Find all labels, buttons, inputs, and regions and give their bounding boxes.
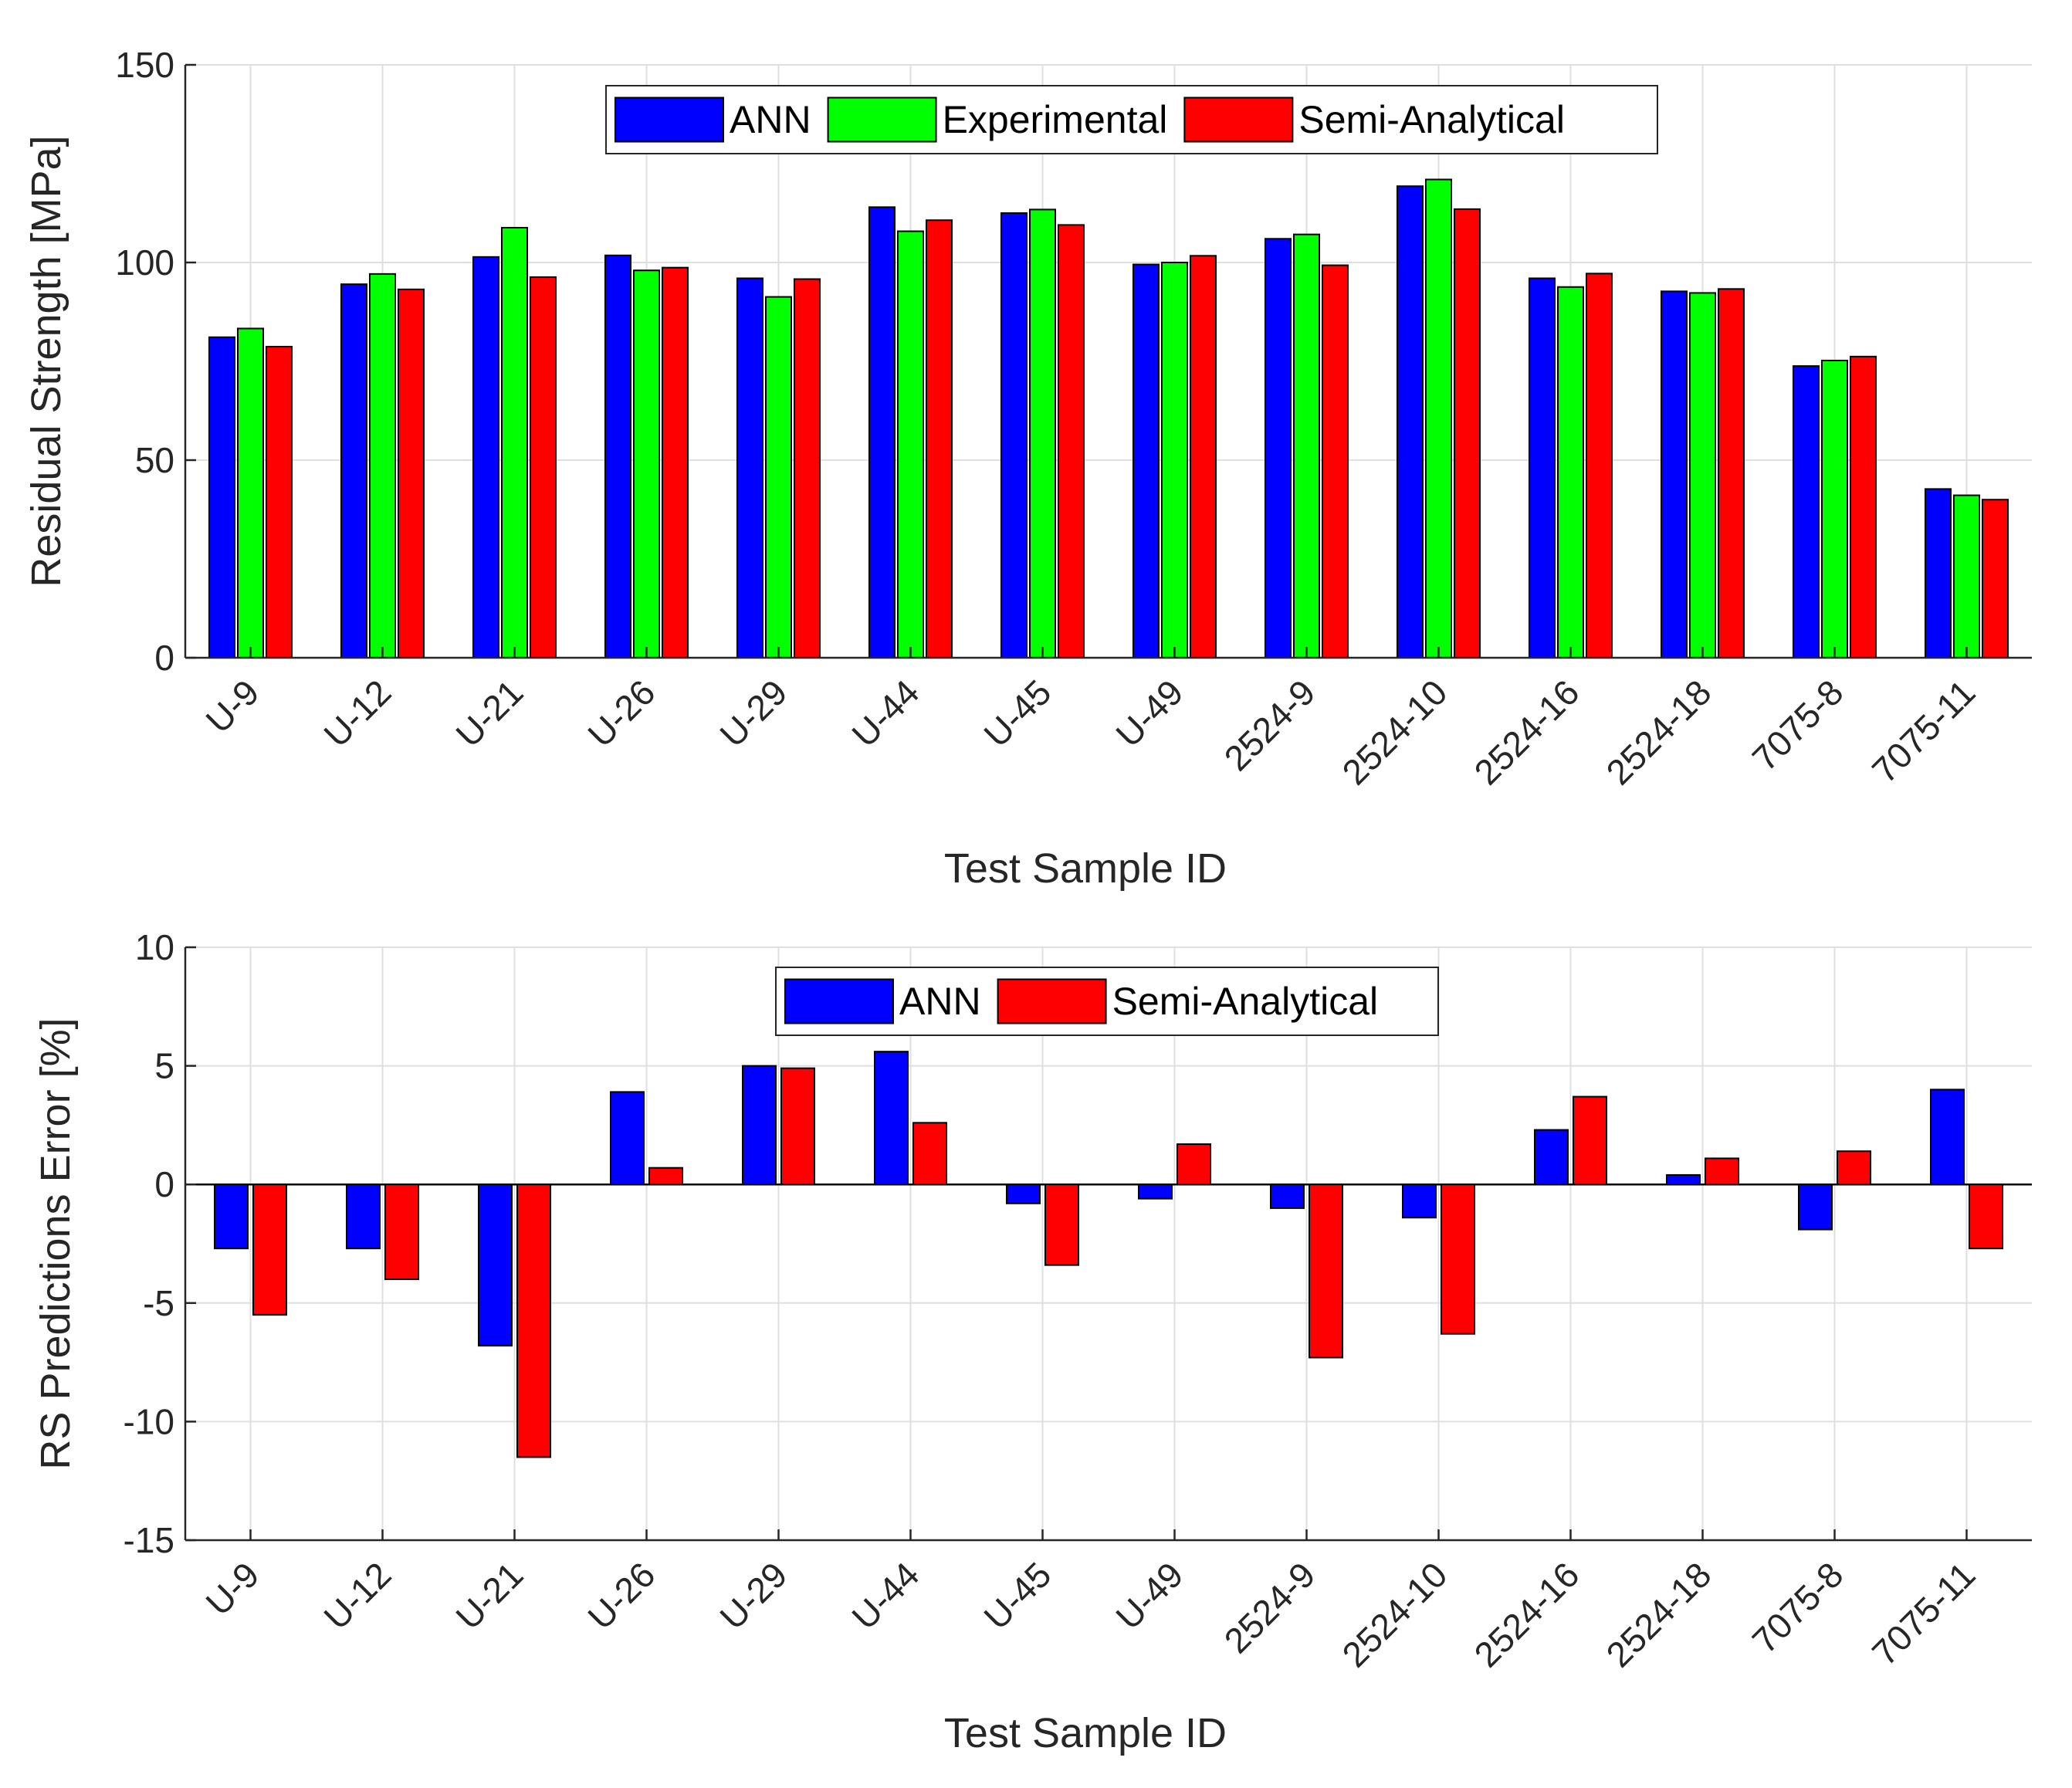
bar-ann-u-26 — [610, 1091, 645, 1186]
bar-experimental-u-49 — [1161, 262, 1188, 659]
bar-semi-analytical-u-12 — [398, 288, 425, 659]
bar-semi-analytical-2524-18 — [1718, 288, 1745, 659]
bar-experimental-7075-8 — [1821, 359, 1848, 659]
bar-semi-analytical-7075-8 — [1850, 355, 1877, 659]
y-tick-label: 0 — [154, 638, 174, 678]
bar-semi-analytical-2524-18 — [1705, 1157, 1739, 1186]
y-tick-label: 5 — [154, 1046, 174, 1086]
legend-swatch-ann — [784, 978, 894, 1024]
bar-ann-2524-18 — [1661, 290, 1688, 659]
y-tick-label: -10 — [124, 1401, 174, 1441]
bar-semi-analytical-2524-10 — [1441, 1184, 1475, 1335]
bar-semi-analytical-2524-9 — [1309, 1184, 1343, 1359]
bar-semi-analytical-7075-8 — [1837, 1150, 1871, 1186]
bar-semi-analytical-u-9 — [252, 1184, 287, 1316]
bar-experimental-u-9 — [237, 327, 264, 659]
bar-experimental-u-29 — [765, 296, 792, 659]
bar-experimental-u-12 — [369, 273, 396, 659]
bar-experimental-2524-9 — [1293, 233, 1320, 659]
bar-ann-u-12 — [346, 1184, 381, 1250]
bar-semi-analytical-u-9 — [266, 346, 293, 659]
bar-semi-analytical-u-12 — [384, 1184, 419, 1281]
bar-ann-u-12 — [340, 283, 367, 659]
bar-ann-u-49 — [1132, 263, 1160, 659]
bar-semi-analytical-u-49 — [1190, 255, 1217, 659]
bar-semi-analytical-u-49 — [1177, 1143, 1211, 1186]
bar-ann-u-49 — [1138, 1184, 1173, 1200]
bar-ann-2524-9 — [1265, 238, 1292, 659]
bar-semi-analytical-u-44 — [912, 1122, 947, 1186]
bar-semi-analytical-u-21 — [516, 1184, 551, 1458]
legend-swatch-semi-analytical — [997, 978, 1107, 1024]
legend-swatch-ann — [614, 97, 724, 143]
x-axis-label: Test Sample ID — [944, 845, 1227, 892]
legend-label-semi-analytical: Semi-Analytical — [1298, 98, 1565, 141]
legend-label-semi-analytical: Semi-Analytical — [1112, 980, 1379, 1023]
bar-ann-7075-11 — [1925, 488, 1952, 659]
bar-experimental-7075-11 — [1953, 494, 1980, 659]
bar-ann-7075-11 — [1930, 1089, 1965, 1186]
bar-semi-analytical-u-44 — [926, 219, 953, 659]
bar-semi-analytical-2524-16 — [1573, 1095, 1607, 1186]
y-tick-label: 150 — [115, 45, 174, 85]
bar-ann-2524-10 — [1397, 185, 1424, 659]
bar-ann-2524-10 — [1402, 1184, 1437, 1219]
plot-area — [185, 947, 2032, 1540]
bar-ann-u-21 — [478, 1184, 513, 1347]
bar-experimental-u-21 — [501, 226, 528, 659]
y-tick-label: -15 — [124, 1520, 174, 1560]
y-axis-label: Residual Strength [MPa] — [23, 135, 69, 587]
bar-experimental-u-26 — [633, 269, 660, 659]
bar-ann-u-44 — [868, 206, 895, 659]
bar-ann-u-29 — [736, 277, 763, 659]
x-axis-label: Test Sample ID — [944, 1710, 1227, 1756]
y-tick-label: 10 — [135, 927, 174, 967]
bar-semi-analytical-2524-10 — [1454, 208, 1481, 659]
bar-experimental-2524-16 — [1557, 286, 1584, 659]
bar-ann-u-26 — [604, 254, 631, 659]
bar-experimental-2524-18 — [1689, 292, 1716, 659]
y-tick-label: 50 — [135, 440, 174, 480]
bar-ann-u-44 — [874, 1051, 909, 1186]
y-tick-label: -5 — [143, 1283, 174, 1323]
bar-semi-analytical-u-29 — [794, 278, 821, 659]
bar-ann-u-45 — [1006, 1184, 1041, 1204]
bar-semi-analytical-u-26 — [648, 1167, 683, 1186]
bar-semi-analytical-u-26 — [662, 266, 689, 659]
bar-experimental-u-45 — [1029, 208, 1056, 659]
bar-semi-analytical-u-29 — [780, 1067, 815, 1186]
bar-semi-analytical-2524-16 — [1586, 273, 1613, 659]
bar-ann-u-29 — [742, 1065, 777, 1186]
legend-swatch-experimental — [827, 97, 937, 143]
bar-ann-u-9 — [214, 1184, 249, 1250]
legend-box — [605, 85, 1658, 154]
bar-ann-7075-8 — [1793, 365, 1820, 659]
legend: ANN Semi-Analytical — [775, 967, 1439, 1036]
bar-semi-analytical-2524-9 — [1322, 264, 1349, 659]
bar-semi-analytical-7075-11 — [1982, 499, 2009, 659]
bar-experimental-u-44 — [897, 230, 924, 659]
bar-semi-analytical-u-45 — [1044, 1184, 1079, 1266]
legend-label-ann: ANN — [899, 980, 981, 1023]
y-tick-label: 0 — [154, 1164, 174, 1204]
bar-experimental-2524-10 — [1425, 178, 1452, 659]
y-axis-label: RS Predictions Error [%] — [32, 1018, 79, 1469]
legend-swatch-semi-analytical — [1183, 97, 1294, 143]
bar-ann-2524-18 — [1666, 1173, 1701, 1186]
bar-ann-u-21 — [472, 256, 499, 659]
y-tick-label: 100 — [115, 242, 174, 283]
bar-ann-u-9 — [208, 336, 235, 659]
legend-label-experimental: Experimental — [943, 98, 1168, 141]
bar-semi-analytical-7075-11 — [1969, 1184, 2003, 1250]
bar-ann-2524-16 — [1529, 277, 1556, 659]
bar-semi-analytical-u-45 — [1058, 224, 1085, 659]
bar-ann-7075-8 — [1798, 1184, 1833, 1231]
legend: ANN Experimental Semi-Analytical — [605, 85, 1658, 154]
bar-ann-2524-16 — [1534, 1129, 1569, 1186]
bar-semi-analytical-u-21 — [530, 276, 557, 659]
bar-ann-u-45 — [1000, 212, 1028, 659]
legend-label-ann: ANN — [730, 98, 811, 141]
bar-ann-2524-9 — [1270, 1184, 1305, 1209]
